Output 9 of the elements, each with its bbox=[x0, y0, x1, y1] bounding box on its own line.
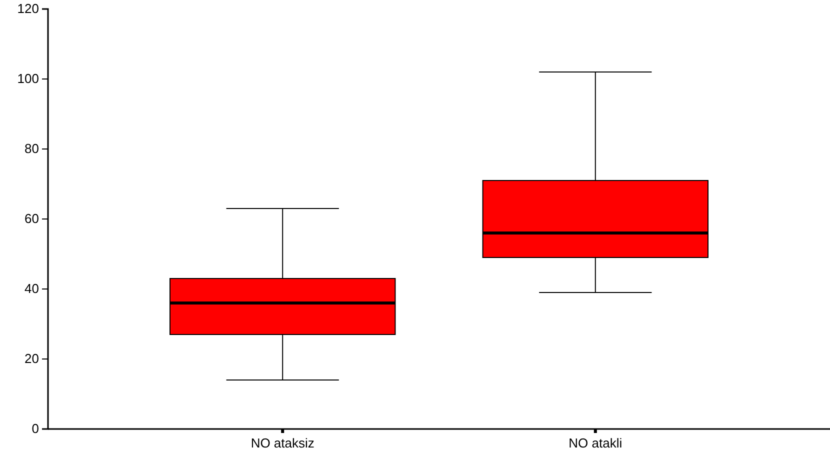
y-tick-label: 40 bbox=[24, 281, 39, 296]
y-tick-label: 60 bbox=[24, 211, 39, 226]
y-tick-label: 120 bbox=[17, 1, 39, 16]
x-tick-label: NO ataksiz bbox=[250, 436, 314, 451]
y-tick-label: 100 bbox=[17, 71, 39, 86]
y-tick-label: 0 bbox=[32, 421, 39, 436]
y-tick-label: 20 bbox=[24, 351, 39, 366]
x-tick-label: NO atakli bbox=[568, 436, 622, 451]
y-tick-label: 80 bbox=[24, 141, 39, 156]
